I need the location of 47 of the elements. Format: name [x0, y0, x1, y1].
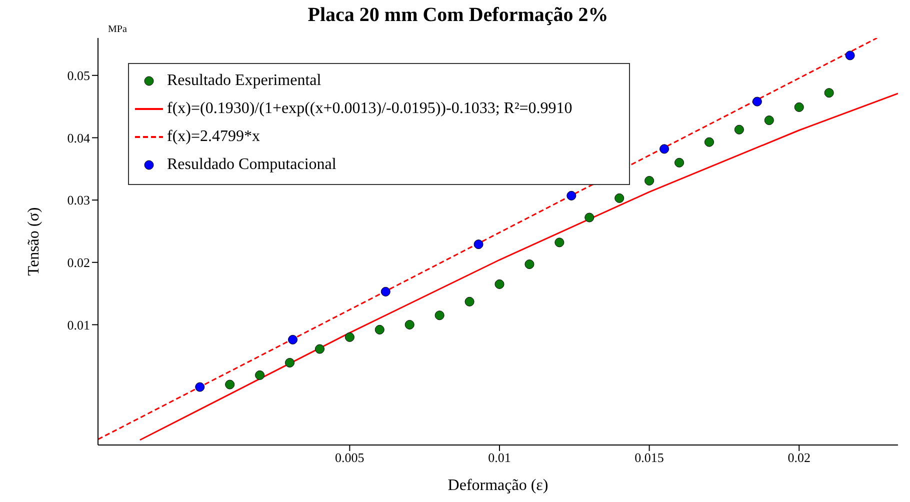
point [380, 286, 390, 296]
legend-label: f(x)=2.4799*x [167, 127, 260, 147]
y-tick-label: 0.03 [67, 192, 90, 208]
x-tick-label: 0.02 [788, 450, 810, 466]
line-series [139, 92, 898, 441]
point [734, 124, 744, 134]
point [794, 102, 804, 112]
point [314, 344, 324, 354]
point [764, 116, 774, 126]
point [494, 279, 504, 289]
text: MPa [108, 24, 127, 35]
point [524, 259, 534, 270]
point [554, 238, 564, 248]
point [464, 296, 474, 306]
point [344, 332, 354, 342]
point [614, 193, 624, 203]
x-tick-label: 0.01 [488, 450, 511, 466]
point [474, 240, 484, 250]
point [674, 158, 684, 168]
point [288, 334, 298, 344]
legend-label: Resuldado Computacional [167, 155, 336, 175]
point [255, 370, 265, 380]
point [566, 190, 576, 200]
point [644, 176, 654, 186]
point [225, 380, 235, 390]
point [284, 358, 295, 368]
point [824, 88, 834, 98]
y-tick-label: 0.02 [67, 254, 90, 270]
x-tick-label: 0.015 [634, 450, 664, 466]
point [584, 212, 594, 222]
y-axis-title: Tensão (σ) [26, 207, 43, 276]
chart-title: Placa 20 mm Com Deformação 2% [308, 4, 608, 26]
y-tick-label: 0.05 [67, 68, 90, 84]
point [404, 320, 414, 330]
point [195, 382, 205, 392]
point [374, 324, 384, 334]
legend-label: f(x)=(0.1930)/(1+exp((x+0.0013)/-0.0195))-0.1033; R²=0.9910 [167, 99, 572, 119]
x-tick-label: 0.005 [335, 450, 364, 466]
point [434, 310, 444, 320]
legend-label: Resultado Experimental [167, 71, 322, 91]
point [704, 137, 714, 147]
point [752, 96, 762, 106]
y-tick-label: 0.01 [67, 317, 90, 332]
x-axis-title: Deformação (ε) [448, 477, 548, 494]
point [845, 50, 855, 60]
point [660, 144, 670, 154]
y-tick-label: 0.04 [67, 130, 90, 146]
